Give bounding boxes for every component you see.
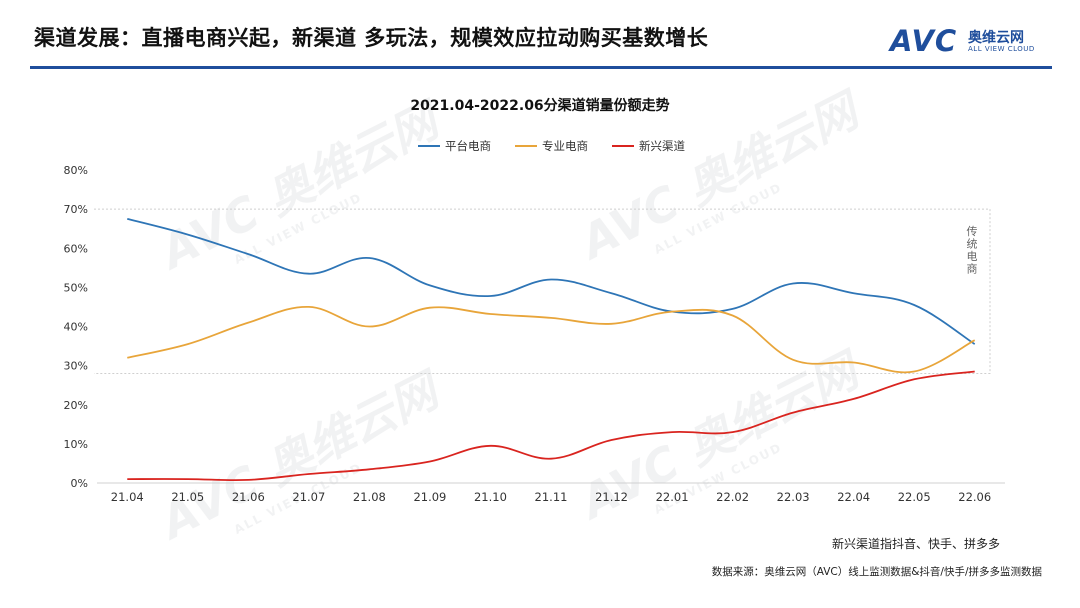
series-line-3 xyxy=(127,370,975,482)
legend-label: 平台电商 xyxy=(445,139,491,153)
x-tick-label: 22.01 xyxy=(656,490,689,504)
x-tick-label: 21.08 xyxy=(353,490,386,504)
footnote: 新兴渠道指抖音、快手、拼多多 xyxy=(831,537,1000,551)
y-tick-label: 80% xyxy=(64,164,88,177)
series-line-2 xyxy=(127,305,976,374)
y-tick-label: 70% xyxy=(64,203,88,216)
x-tick-label: 21.04 xyxy=(111,490,144,504)
x-tick-label: 21.11 xyxy=(535,490,568,504)
logo-mark: AVC xyxy=(890,24,958,58)
chart-title: 2021.04-2022.06分渠道销量份额走势 xyxy=(410,98,670,114)
x-tick-label: 21.09 xyxy=(413,490,446,504)
data-source: 数据来源：奥维云网（AVC）线上监测数据&抖音/快手/拼多多监测数据 xyxy=(711,566,1042,578)
traditional-ecommerce-label: 传统电商 xyxy=(967,225,978,276)
page-title: 渠道发展：直播电商兴起，新渠道 多玩法，规模效应拉动购买基数增长 xyxy=(34,26,709,50)
x-tick-label: 21.10 xyxy=(474,490,507,504)
logo-cn-name: 奥维云网 xyxy=(968,30,1024,46)
y-tick-label: 0% xyxy=(71,477,88,490)
legend-label: 专业电商 xyxy=(542,139,588,153)
legend-label: 新兴渠道 xyxy=(639,139,685,153)
header-divider xyxy=(30,66,1052,69)
y-tick-label: 10% xyxy=(64,438,88,451)
x-tick-label: 22.06 xyxy=(958,490,991,504)
x-tick-label: 21.12 xyxy=(595,490,628,504)
x-tick-label: 22.02 xyxy=(716,490,749,504)
x-tick-label: 21.07 xyxy=(292,490,325,504)
traditional-ecommerce-bracket xyxy=(94,208,991,374)
x-tick-label: 22.05 xyxy=(898,490,931,504)
x-tick-label: 22.03 xyxy=(777,490,810,504)
y-tick-label: 60% xyxy=(64,242,88,255)
avc-logo: AVC 奥维云网 ALL VIEW CLOUD xyxy=(890,24,1060,58)
y-tick-label: 40% xyxy=(64,321,88,334)
x-tick-label: 21.05 xyxy=(171,490,204,504)
x-tick-label: 22.04 xyxy=(837,490,870,504)
logo-en-name: ALL VIEW CLOUD xyxy=(968,45,1035,53)
x-tick-label: 21.06 xyxy=(232,490,265,504)
y-tick-label: 50% xyxy=(64,281,88,294)
y-tick-label: 30% xyxy=(64,360,88,373)
y-tick-label: 20% xyxy=(64,399,88,412)
series-line-1 xyxy=(127,218,976,345)
